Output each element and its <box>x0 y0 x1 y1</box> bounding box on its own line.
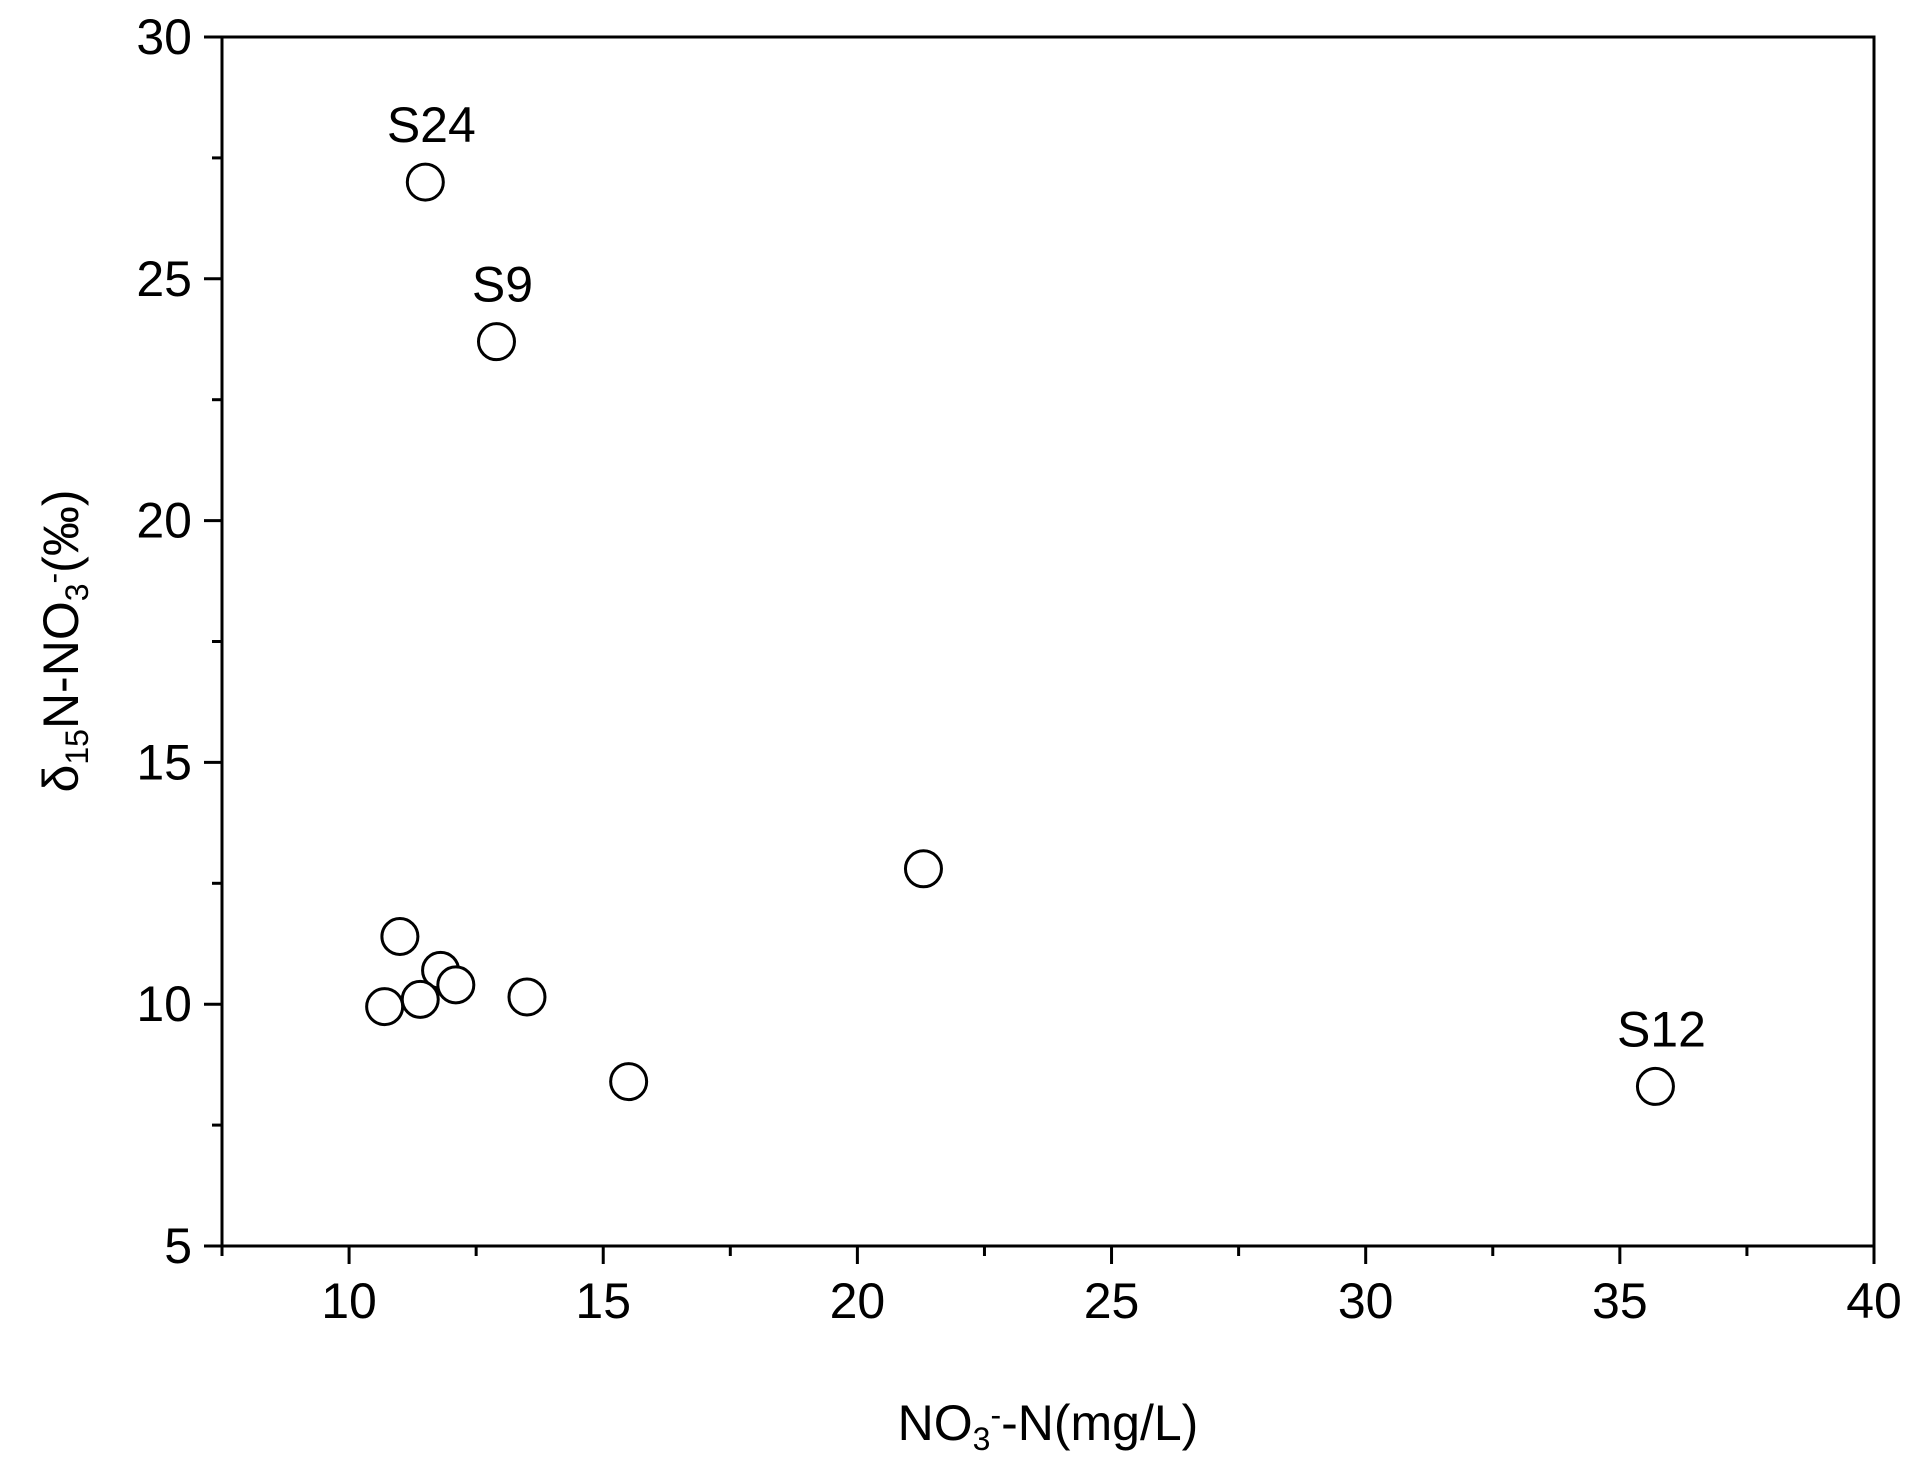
data-point <box>476 322 516 362</box>
data-points <box>365 162 1675 1106</box>
data-point <box>436 965 476 1005</box>
data-point <box>400 979 440 1019</box>
axis-title-part: (‰) <box>33 490 89 573</box>
x-axis-ticks <box>220 1246 1876 1264</box>
x-tick-label: 30 <box>1338 1273 1394 1329</box>
y-axis-ticks <box>204 35 222 1248</box>
y-axis-tick-labels: 5 10 15 20 25 30 <box>136 9 192 1274</box>
data-point <box>380 916 420 956</box>
axis-title-part: - <box>990 1397 1001 1433</box>
data-point <box>903 849 943 889</box>
axis-title-part: -N(mg/L) <box>1001 1395 1198 1451</box>
point-labels: S24 S9 S12 <box>387 97 1706 1057</box>
x-axis-title: NO3--N(mg/L) <box>898 1395 1199 1457</box>
data-point <box>507 977 547 1017</box>
axis-title-part: N-NO <box>33 601 89 729</box>
axis-title-part: δ <box>33 765 89 793</box>
x-tick-label: 35 <box>1592 1273 1648 1329</box>
data-point <box>1635 1066 1675 1106</box>
y-tick-label: 15 <box>136 734 192 790</box>
x-tick-label: 10 <box>321 1273 377 1329</box>
x-tick-label: 25 <box>1084 1273 1140 1329</box>
axis-title-part: - <box>35 573 71 584</box>
data-point-label: S9 <box>472 257 533 313</box>
y-tick-label: 25 <box>136 251 192 307</box>
data-point <box>365 987 405 1027</box>
data-point-label: S12 <box>1617 1001 1706 1057</box>
data-point <box>609 1062 649 1102</box>
x-tick-label: 20 <box>830 1273 886 1329</box>
data-point-label: S24 <box>387 97 476 153</box>
y-axis-title: δ15N-NO3-(‰) <box>33 490 95 793</box>
axis-title-part: NO <box>898 1395 973 1451</box>
y-tick-label: 10 <box>136 976 192 1032</box>
x-axis-tick-labels: 10 15 20 25 30 35 40 <box>321 1273 1902 1329</box>
x-tick-label: 40 <box>1846 1273 1902 1329</box>
plot-frame <box>220 35 1876 1248</box>
data-point <box>405 162 445 202</box>
axis-title-part: 3 <box>973 1421 991 1457</box>
axis-title-part: 3 <box>59 583 95 601</box>
y-tick-label: 5 <box>164 1218 192 1274</box>
x-tick-label: 15 <box>575 1273 631 1329</box>
axis-title-part: 15 <box>59 729 95 765</box>
y-tick-label: 30 <box>136 9 192 65</box>
y-tick-label: 20 <box>136 493 192 549</box>
